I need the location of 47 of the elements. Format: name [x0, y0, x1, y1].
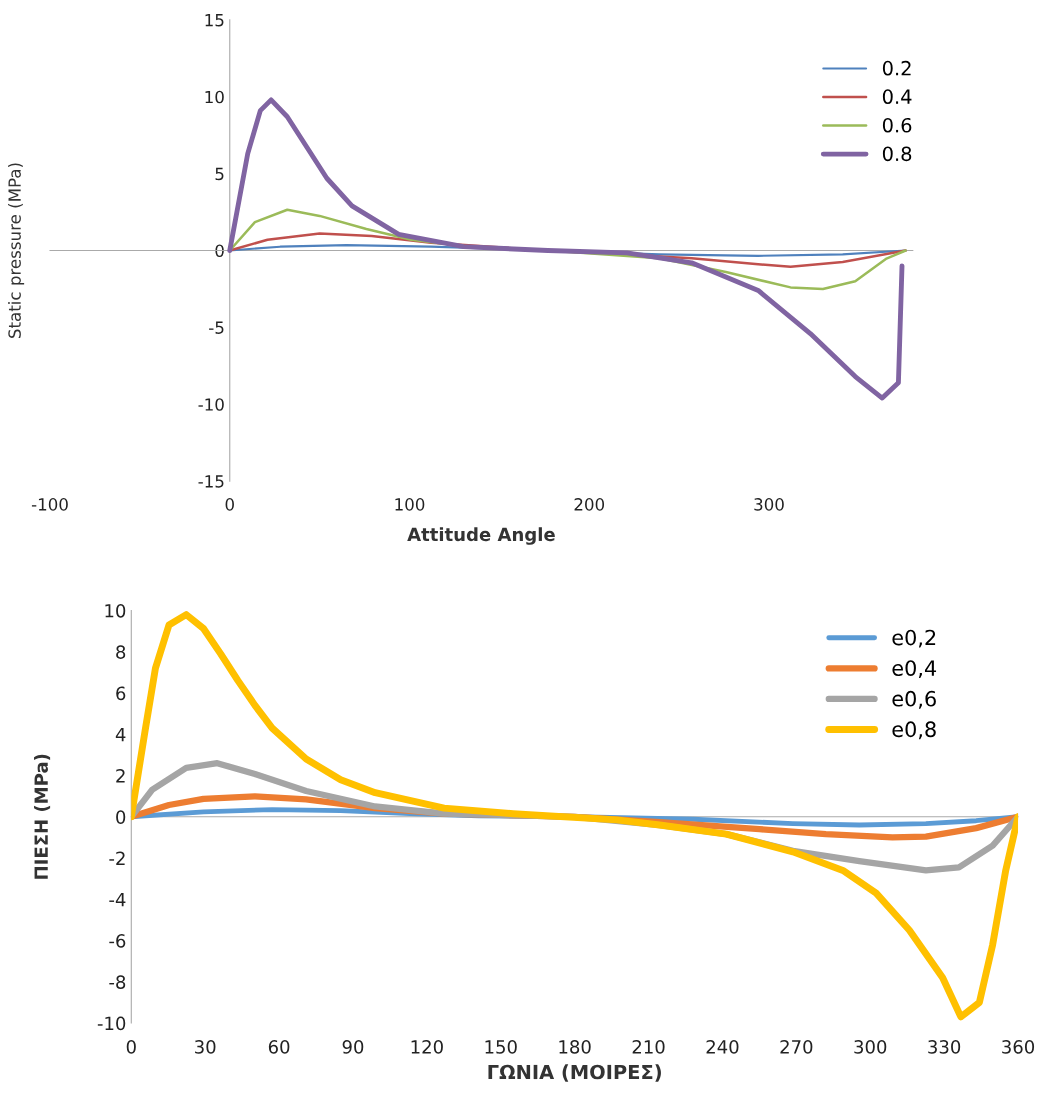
y-tick-label: -15 [198, 475, 224, 488]
x-tick-label: 270 [780, 1040, 813, 1054]
x-axis-title: Attitude Angle [407, 527, 555, 545]
x-tick-label: 360 [1002, 1040, 1035, 1054]
legend-label: 0.8 [882, 146, 912, 162]
y-tick-label: 15 [205, 14, 224, 27]
x-tick-label: 330 [928, 1040, 961, 1054]
x-tick-label: 300 [754, 498, 784, 511]
x-tick-label: -100 [31, 498, 68, 511]
x-tick-label: 0 [126, 1040, 136, 1054]
legend-label: e0,4 [892, 660, 937, 679]
y-axis-title: Static pressure (MPa) [8, 163, 25, 338]
y-tick-label: 10 [205, 90, 224, 104]
y-tick-label: -10 [198, 398, 224, 411]
legend-label: e0,6 [892, 690, 936, 709]
y-tick-label: 10 [105, 603, 126, 618]
y-tick-label: -6 [109, 934, 126, 948]
x-tick-label: 180 [559, 1040, 591, 1054]
x-axis-title: ΓΩΝΙΑ (ΜΟΙΡΕΣ) [488, 1064, 661, 1082]
y-tick-label: 0 [116, 810, 126, 824]
legend-label: 0.4 [882, 89, 912, 105]
legend-label: 0.6 [882, 117, 912, 133]
x-tick-label: 120 [411, 1040, 443, 1054]
y-axis-title: ΠΙΕΣΗ (MPa) [34, 754, 51, 879]
x-tick-label: 300 [854, 1040, 887, 1054]
x-tick-label: 200 [574, 498, 605, 511]
y-tick-label: 4 [115, 727, 126, 742]
y-tick-label: -8 [109, 975, 126, 989]
x-tick-label: 210 [632, 1040, 665, 1054]
x-tick-label: 60 [268, 1040, 290, 1054]
y-tick-label: -4 [109, 892, 126, 907]
y-tick-label: 5 [215, 167, 224, 181]
y-tick-label: -2 [109, 851, 125, 865]
legend-label: e0,2 [892, 629, 936, 648]
x-tick-label: 0 [225, 498, 234, 511]
x-tick-label: 150 [485, 1040, 517, 1054]
legend-label: 0.2 [882, 60, 911, 76]
legend-label: e0,8 [892, 721, 936, 740]
y-tick-label: -5 [209, 321, 224, 334]
y-tick-label: -10 [97, 1016, 126, 1031]
y-tick-label: 6 [116, 686, 126, 701]
y-tick-label: 8 [116, 645, 126, 659]
x-tick-label: 240 [706, 1040, 739, 1054]
x-tick-label: 90 [342, 1040, 364, 1054]
x-tick-label: 100 [395, 498, 425, 511]
y-tick-label: 2 [116, 768, 125, 783]
x-tick-label: 30 [195, 1040, 216, 1054]
